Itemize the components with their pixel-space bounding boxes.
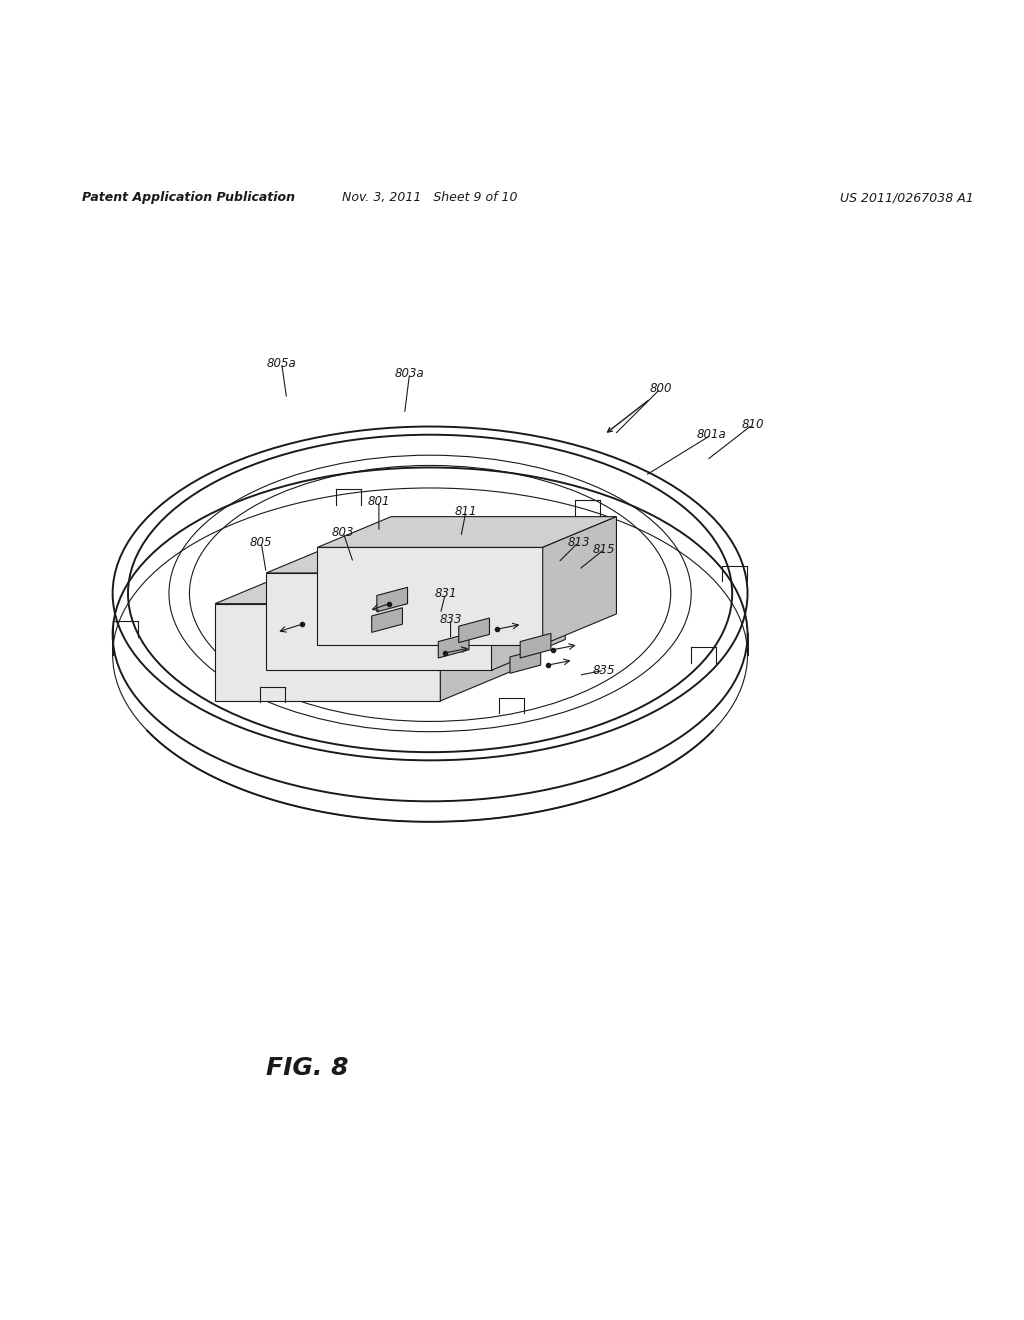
Text: 800: 800: [649, 383, 672, 395]
Text: FIG. 8: FIG. 8: [266, 1056, 348, 1080]
Text: 810: 810: [741, 418, 764, 430]
Text: 835: 835: [593, 664, 615, 677]
Polygon shape: [492, 543, 565, 671]
Text: 805a: 805a: [266, 356, 297, 370]
Text: 803: 803: [332, 525, 354, 539]
Polygon shape: [317, 516, 616, 548]
Polygon shape: [438, 634, 469, 657]
Text: 815: 815: [593, 543, 615, 556]
Text: 833: 833: [439, 612, 462, 626]
Polygon shape: [266, 543, 565, 573]
Polygon shape: [459, 618, 489, 643]
Polygon shape: [215, 573, 514, 603]
Polygon shape: [266, 573, 492, 671]
Polygon shape: [520, 634, 551, 657]
Text: 801a: 801a: [696, 428, 727, 441]
Text: 805: 805: [250, 536, 272, 549]
Polygon shape: [317, 548, 543, 644]
Polygon shape: [440, 573, 514, 701]
Text: 801: 801: [368, 495, 390, 508]
Polygon shape: [215, 603, 440, 701]
Polygon shape: [377, 587, 408, 612]
Text: Nov. 3, 2011   Sheet 9 of 10: Nov. 3, 2011 Sheet 9 of 10: [342, 191, 518, 205]
Text: 803a: 803a: [394, 367, 425, 380]
Text: 813: 813: [567, 536, 590, 549]
Text: 811: 811: [455, 506, 477, 517]
Text: 831: 831: [434, 587, 457, 599]
Text: Patent Application Publication: Patent Application Publication: [82, 191, 295, 205]
Polygon shape: [543, 516, 616, 644]
Text: US 2011/0267038 A1: US 2011/0267038 A1: [840, 191, 974, 205]
Polygon shape: [510, 648, 541, 673]
Polygon shape: [372, 607, 402, 632]
